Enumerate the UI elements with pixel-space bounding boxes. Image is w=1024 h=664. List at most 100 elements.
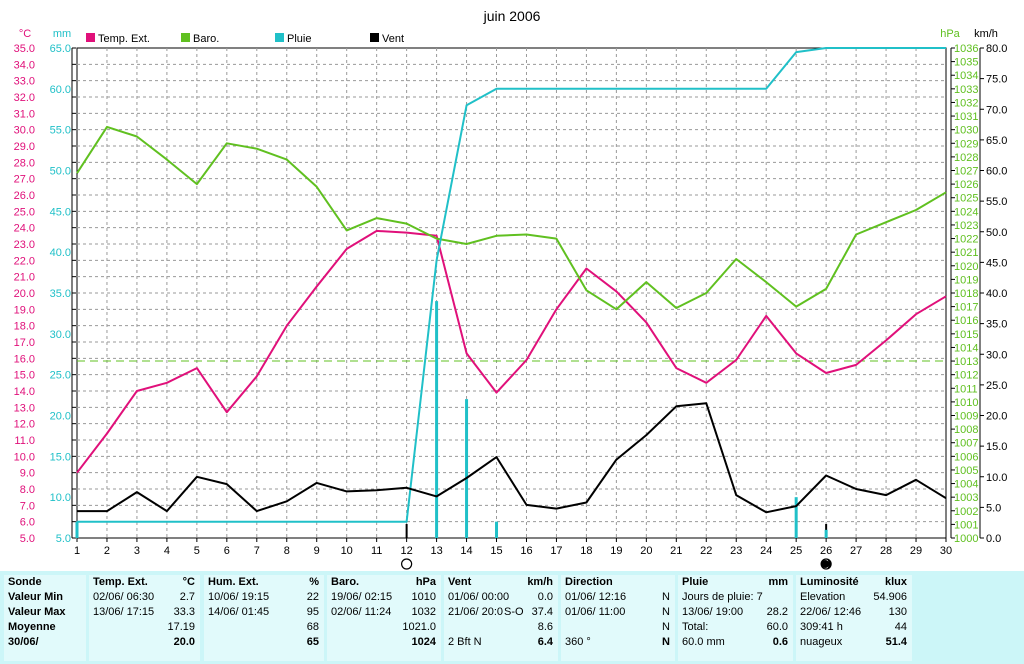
stats-section-vent: Vent km/h 01/06/ 00:00 0.0 21/06/ 20:0 S-O 37.… — [444, 575, 558, 661]
stats-pluie-label-3: 60.0 mm — [682, 636, 725, 648]
baro-tick-label: 1033 — [954, 84, 978, 96]
wind-unit-label: km/h — [974, 28, 998, 40]
legend-label-1: Temp. Ext. — [98, 33, 150, 45]
stats-dir-label-0: 01/06/ 12:16 — [565, 591, 627, 603]
wind-tick-label: 10.0 — [986, 472, 1007, 484]
temp-tick-label: 34.0 — [14, 59, 35, 71]
temp-tick-label: 26.0 — [14, 190, 35, 202]
stats-pluie-label-0: Jours de pluie: 7 — [682, 591, 763, 603]
wind-tick-label: 5.0 — [986, 502, 1001, 514]
stats-dir-value-0: N — [662, 591, 670, 603]
temp-unit-label: °C — [19, 28, 31, 40]
stats-section-hum: Hum. Ext.% 10/06/ 19:15 22 14/06/ 01:45 95 68… — [204, 575, 324, 661]
stats-temp-value-2: 17.19 — [167, 621, 195, 633]
stats-temp-title: Temp. Ext. — [93, 576, 148, 588]
temp-tick-label: 9.0 — [20, 468, 35, 480]
stats-section-baro: Baro. hPa 19/06/ 02:15 1010 02/06/ 11:24 1032… — [327, 575, 441, 661]
temp-tick-label: 31.0 — [14, 108, 35, 120]
legend-swatch-4 — [370, 33, 379, 42]
baro-tick-label: 1019 — [954, 274, 978, 286]
x-tick-label: 17 — [550, 545, 562, 557]
rain-tick-label: 25.0 — [50, 370, 71, 382]
stats-vent-label-0: 01/06/ 00:00 — [448, 591, 510, 603]
temp-tick-label: 18.0 — [14, 321, 35, 333]
rain-tick-label: 10.0 — [50, 492, 71, 504]
baro-tick-label: 1009 — [954, 411, 978, 423]
stats-hum-value-2: 68 — [306, 621, 319, 633]
stats-baro-value-0: 1010 — [411, 591, 436, 603]
rain-tick-label: 20.0 — [50, 411, 71, 423]
legend-label-3: Pluie — [287, 33, 311, 45]
baro-tick-label: 1031 — [954, 111, 978, 123]
wind-tick-label: 65.0 — [986, 135, 1007, 147]
x-tick-label: 11 — [371, 545, 382, 557]
stats-baro-label-0: 19/06/ 02:15 — [331, 591, 393, 603]
x-tick-label: 1 — [74, 545, 80, 557]
wind-tick-label: 80.0 — [986, 43, 1007, 55]
stats-baro-unit: hPa — [415, 576, 436, 588]
stats-vent-unit: km/h — [527, 576, 553, 588]
stats-lum-value-3: 51.4 — [885, 636, 907, 648]
stats-lum-label-1: 22/06/ 12:46 — [800, 606, 862, 618]
stats-pluie-title: Pluie — [682, 576, 709, 588]
temp-tick-label: 17.0 — [14, 337, 35, 349]
baro-tick-label: 1023 — [954, 220, 978, 232]
baro-tick-label: 1008 — [954, 424, 978, 436]
wind-tick-label: 70.0 — [986, 104, 1007, 116]
baro-tick-label: 1025 — [954, 193, 978, 205]
temp-tick-label: 22.0 — [14, 255, 35, 267]
stats-pluie-label-2: Total: — [682, 621, 709, 633]
baro-tick-label: 1014 — [954, 342, 978, 354]
stats-vent-label-1: 21/06/ 20:0 — [448, 606, 504, 618]
x-tick-label: 2 — [104, 545, 110, 557]
legend-swatch-1 — [86, 33, 95, 42]
baro-tick-label: 1011 — [954, 383, 978, 395]
stats-section-temp: Temp. Ext. °C 02/06/ 06:30 2.7 13/06/ 17:15 3… — [89, 575, 200, 661]
temp-tick-label: 8.0 — [20, 484, 35, 496]
baro-tick-label: 1006 — [954, 451, 978, 463]
plot-area — [75, 47, 947, 538]
temp-tick-label: 20.0 — [14, 288, 35, 300]
wind-tick-label: 50.0 — [986, 227, 1007, 239]
stats-baro-value-3: 1024 — [411, 636, 436, 648]
rain-tick-label: 45.0 — [50, 206, 71, 218]
baro-tick-label: 1005 — [954, 465, 978, 477]
stats-lum-label-2: 309:41 h — [800, 621, 843, 633]
new-moon-icon — [401, 558, 413, 570]
baro-tick-label: 1010 — [954, 397, 978, 409]
wind-tick-label: 15.0 — [986, 441, 1007, 453]
stats-lum-unit: klux — [884, 576, 907, 588]
stats-sonde-title: Sonde — [8, 576, 42, 588]
stats-lum-value-2: 44 — [894, 621, 907, 633]
baro-tick-label: 1013 — [954, 356, 978, 368]
chart-title: juin 2006 — [483, 8, 541, 24]
temp-tick-label: 16.0 — [14, 353, 35, 365]
x-tick-label: 14 — [460, 545, 472, 557]
x-tick-label: 6 — [224, 545, 230, 557]
rain-tick-label: 50.0 — [50, 166, 71, 178]
rain-tick-label: 35.0 — [50, 288, 71, 300]
legend: Temp. Ext. Baro. Pluie Vent — [86, 33, 404, 45]
x-tick-label: 26 — [820, 545, 832, 557]
baro-tick-label: 1004 — [954, 479, 978, 491]
baro-tick-label: 1036 — [954, 43, 978, 55]
wind-tick-label: 30.0 — [986, 349, 1007, 361]
series-line-temp — [76, 229, 947, 474]
x-tick-label: 8 — [284, 545, 290, 557]
temp-tick-label: 12.0 — [14, 419, 35, 431]
baro-unit-label: hPa — [940, 28, 960, 40]
stats-vent-value-2: 8.6 — [537, 621, 553, 633]
baro-tick-label: 1027 — [954, 166, 978, 178]
temp-tick-label: 27.0 — [14, 174, 35, 186]
stats-temp-unit: °C — [182, 576, 195, 588]
baro-tick-label: 1030 — [954, 125, 978, 137]
baro-tick-label: 1028 — [954, 152, 978, 164]
stats-row-label-max: Valeur Max — [8, 606, 66, 618]
rain-unit-label: mm — [53, 28, 71, 40]
baro-tick-label: 1026 — [954, 179, 978, 191]
rain-tick-label: 65.0 — [50, 43, 71, 55]
baro-tick-label: 1035 — [954, 57, 978, 69]
stats-section-sonde: Sonde Valeur Min Valeur Max Moyenne 30/0… — [4, 575, 86, 661]
stats-pluie-value-1: 28.2 — [766, 606, 788, 618]
